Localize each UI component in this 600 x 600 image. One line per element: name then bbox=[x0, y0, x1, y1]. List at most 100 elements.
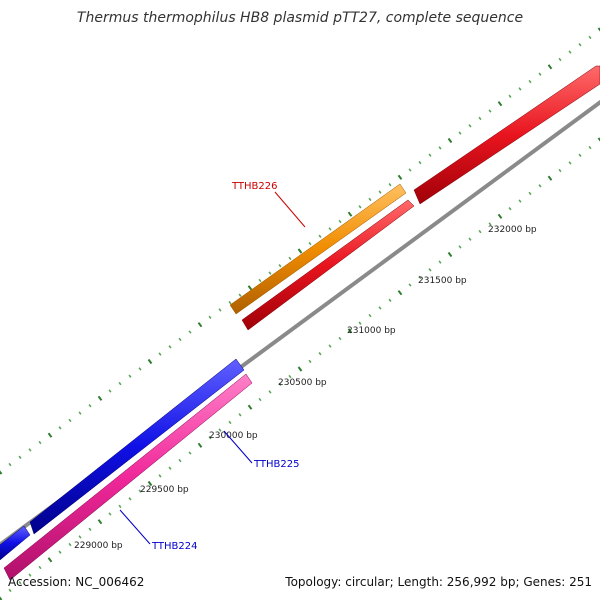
gene-red-forward[interactable] bbox=[413, 65, 600, 205]
ruler-tick-outer bbox=[8, 462, 12, 467]
ruler-tick-outer bbox=[538, 72, 542, 76]
leader-line-tthb224 bbox=[119, 509, 151, 545]
ruler-tick-inner bbox=[28, 573, 32, 577]
ruler-label-230500: 230500 bp bbox=[278, 378, 327, 388]
ruler-tick-outer bbox=[438, 146, 442, 150]
ruler-tick-outer bbox=[68, 418, 72, 423]
ruler-tick-outer bbox=[418, 160, 422, 165]
ruler-tick-outer bbox=[28, 448, 32, 452]
ruler-tick-outer bbox=[568, 50, 572, 54]
ruler-tick-outer bbox=[478, 116, 482, 121]
ruler-tick-inner bbox=[388, 298, 392, 302]
gene-tthb226[interactable] bbox=[229, 183, 407, 315]
ruler-tick-outer bbox=[338, 219, 342, 224]
ruler-tick-inner bbox=[368, 313, 372, 318]
ruler-tick-inner bbox=[288, 374, 292, 379]
ruler-tick-inner bbox=[138, 489, 142, 493]
ruler-tick-inner bbox=[408, 283, 412, 287]
ruler-tick-outer bbox=[347, 211, 353, 217]
ruler-tick-inner bbox=[228, 420, 232, 425]
ruler-tick-outer bbox=[88, 404, 92, 408]
ruler-tick-inner bbox=[128, 497, 132, 501]
ruler-tick-inner bbox=[147, 480, 153, 487]
ruler-tick-inner bbox=[588, 145, 592, 150]
ruler-tick-outer bbox=[128, 374, 132, 378]
gene-bar-blue[interactable] bbox=[29, 358, 245, 535]
ruler-tick-outer bbox=[408, 168, 412, 172]
gene-label-tthb226[interactable]: TTHB226 bbox=[231, 181, 278, 192]
ruler-tick-inner bbox=[97, 519, 103, 525]
leader-line-tthb225 bbox=[223, 430, 253, 464]
ruler-tick-outer bbox=[288, 256, 292, 261]
ruler-tick-outer bbox=[58, 426, 62, 430]
ruler-tick-inner bbox=[168, 466, 172, 470]
ruler-tick-inner bbox=[88, 527, 92, 531]
ruler-tick-inner bbox=[297, 366, 303, 372]
ruler-label-231000: 231000 bp bbox=[347, 326, 396, 336]
ruler-tick-inner bbox=[468, 237, 472, 241]
ruler-tick-inner bbox=[178, 458, 182, 463]
ruler-tick-inner bbox=[508, 207, 512, 211]
ruler-tick-inner bbox=[188, 451, 192, 455]
ruler-tick-outer bbox=[558, 57, 562, 62]
ruler-tick-inner bbox=[558, 168, 562, 173]
ruler-tick-outer bbox=[518, 87, 522, 91]
ruler-tick-outer bbox=[318, 234, 322, 238]
ruler-tick-inner bbox=[78, 535, 82, 539]
ruler-tick-outer bbox=[238, 293, 242, 297]
ruler-tick-outer bbox=[197, 322, 203, 328]
ruler-tick-inner bbox=[258, 397, 262, 402]
gene-tthb224[interactable] bbox=[3, 373, 253, 581]
gene-tthb225[interactable] bbox=[0, 358, 245, 561]
ruler-tick-outer bbox=[0, 470, 3, 475]
ruler-tick-outer bbox=[38, 440, 42, 445]
gene-bar-pink[interactable] bbox=[3, 373, 253, 581]
gene-bar-orange[interactable] bbox=[229, 183, 407, 315]
ruler-tick-inner bbox=[397, 290, 403, 296]
ruler-tick-outer bbox=[18, 455, 22, 459]
ruler-tick-outer bbox=[447, 137, 453, 144]
ruler-tick-inner bbox=[578, 153, 582, 157]
ruler-tick-inner bbox=[568, 161, 572, 165]
ruler-tick-outer bbox=[178, 337, 182, 342]
accession-text: Accession: NC_006462 bbox=[8, 575, 144, 589]
gene-label-tthb224[interactable]: TTHB224 bbox=[151, 541, 198, 552]
ruler-label-231500: 231500 bp bbox=[418, 276, 467, 286]
ruler-tick-inner bbox=[338, 336, 342, 341]
ruler-tick-outer bbox=[228, 300, 232, 305]
ruler-tick-inner bbox=[8, 588, 12, 593]
ruler-tick-inner bbox=[18, 581, 22, 585]
gene-label-tthb225[interactable]: TTHB225 bbox=[253, 459, 300, 470]
ruler-tick-inner bbox=[318, 352, 322, 356]
gene-red-reverse[interactable] bbox=[241, 199, 415, 331]
ruler-tick-outer bbox=[47, 432, 53, 438]
ruler-label-230000: 230000 bp bbox=[209, 431, 258, 441]
ruler-tick-inner bbox=[0, 596, 3, 600]
ruler-tick-inner bbox=[478, 229, 482, 234]
ruler-tick-outer bbox=[168, 345, 172, 349]
ruler-tick-inner bbox=[328, 344, 332, 348]
gene-bar-red-upper[interactable] bbox=[413, 65, 600, 205]
ruler-tick-outer bbox=[468, 124, 472, 128]
ruler-ticks bbox=[0, 27, 600, 600]
ruler-tick-inner bbox=[447, 251, 453, 258]
ruler-tick-outer bbox=[458, 131, 462, 135]
ruler-tick-inner bbox=[278, 382, 282, 386]
gene-bar-blue-tail[interactable] bbox=[0, 525, 31, 561]
ruler-tick-inner bbox=[528, 191, 532, 196]
ruler-tick-inner bbox=[488, 222, 492, 226]
ruler-tick-inner bbox=[458, 245, 462, 249]
ruler-tick-inner bbox=[438, 260, 442, 264]
ruler-tick-outer bbox=[188, 330, 192, 334]
ruler-tick-outer bbox=[97, 395, 103, 401]
ruler-tick-outer bbox=[597, 27, 600, 32]
ruler-label-232000: 232000 bp bbox=[488, 225, 537, 235]
ruler-tick-inner bbox=[208, 436, 212, 440]
ruler-tick-inner bbox=[108, 512, 112, 516]
ruler-tick-outer bbox=[258, 278, 262, 283]
gene-bar-red-lower[interactable] bbox=[241, 199, 415, 331]
ruler-tick-inner bbox=[497, 213, 503, 219]
ruler-tick-inner bbox=[218, 428, 222, 432]
ruler-tick-outer bbox=[397, 174, 403, 180]
